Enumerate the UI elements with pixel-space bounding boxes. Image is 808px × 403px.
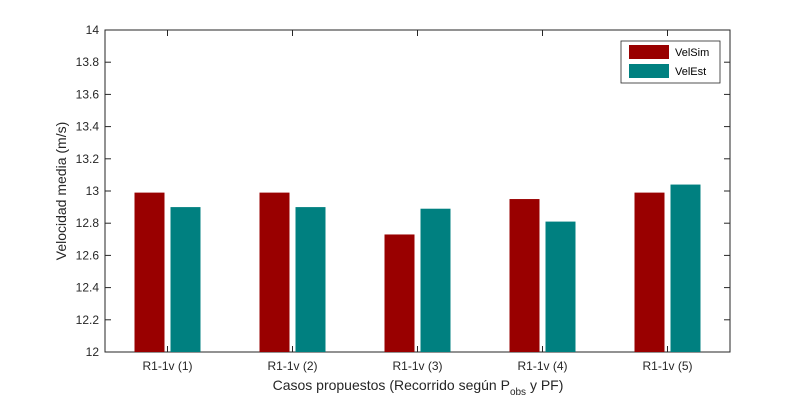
x-axis-label-main: Casos propuestos (Recorrido según P (273, 377, 510, 393)
y-tick-label: 14 (86, 23, 100, 37)
y-tick-label: 12.2 (76, 313, 100, 327)
y-tick-label: 13.6 (76, 87, 100, 101)
legend-label-velsim: VelSim (675, 47, 709, 59)
y-tick-label: 13.8 (76, 55, 100, 69)
x-tick-label: R1-1v (3) (392, 359, 442, 373)
legend: VelSim VelEst (620, 40, 721, 84)
y-tick-label: 12.6 (76, 248, 100, 262)
x-tick-label: R1-1v (2) (267, 359, 317, 373)
y-axis-label: Velocidad media (m/s) (53, 122, 69, 261)
x-axis-label-suffix: y PF) (526, 377, 563, 393)
bar-velsim (134, 192, 165, 352)
x-axis-label-subscript: obs (510, 387, 526, 398)
y-tick-label: 12 (86, 345, 100, 359)
bar-velsim (259, 192, 290, 352)
bar-velsim (509, 199, 540, 352)
bar-series-group (134, 184, 701, 352)
x-tick-label: R1-1v (5) (642, 359, 692, 373)
bar-velest (545, 221, 576, 352)
legend-swatch-velest (629, 64, 669, 78)
y-tick-label: 12.4 (76, 281, 100, 295)
bar-velest (295, 207, 326, 352)
bar-velsim (384, 234, 415, 352)
bar-velsim (634, 192, 665, 352)
plot-area (104, 29, 731, 353)
x-axis-label: Casos propuestos (Recorrido según Pobs y… (273, 377, 564, 398)
bar-velest (170, 207, 201, 352)
x-tick-label: R1-1v (1) (142, 359, 192, 373)
y-axis-ticks: 12 12.2 12.4 12.6 12.8 13 13.2 13.4 13.6 13.8 14 (76, 23, 730, 359)
y-tick-label: 13 (86, 184, 100, 198)
y-tick-label: 13.2 (76, 152, 100, 166)
legend-swatch-velsim (629, 45, 669, 59)
bar-velest (670, 184, 701, 352)
y-tick-label: 13.4 (76, 120, 100, 134)
bar-velest (420, 208, 451, 352)
x-tick-label: R1-1v (4) (517, 359, 567, 373)
legend-label-velest: VelEst (675, 66, 706, 78)
x-axis-ticks: R1-1v (1) R1-1v (2) R1-1v (3) R1-1v (4) R1-1… (142, 30, 693, 373)
y-tick-label: 12.8 (76, 216, 100, 230)
